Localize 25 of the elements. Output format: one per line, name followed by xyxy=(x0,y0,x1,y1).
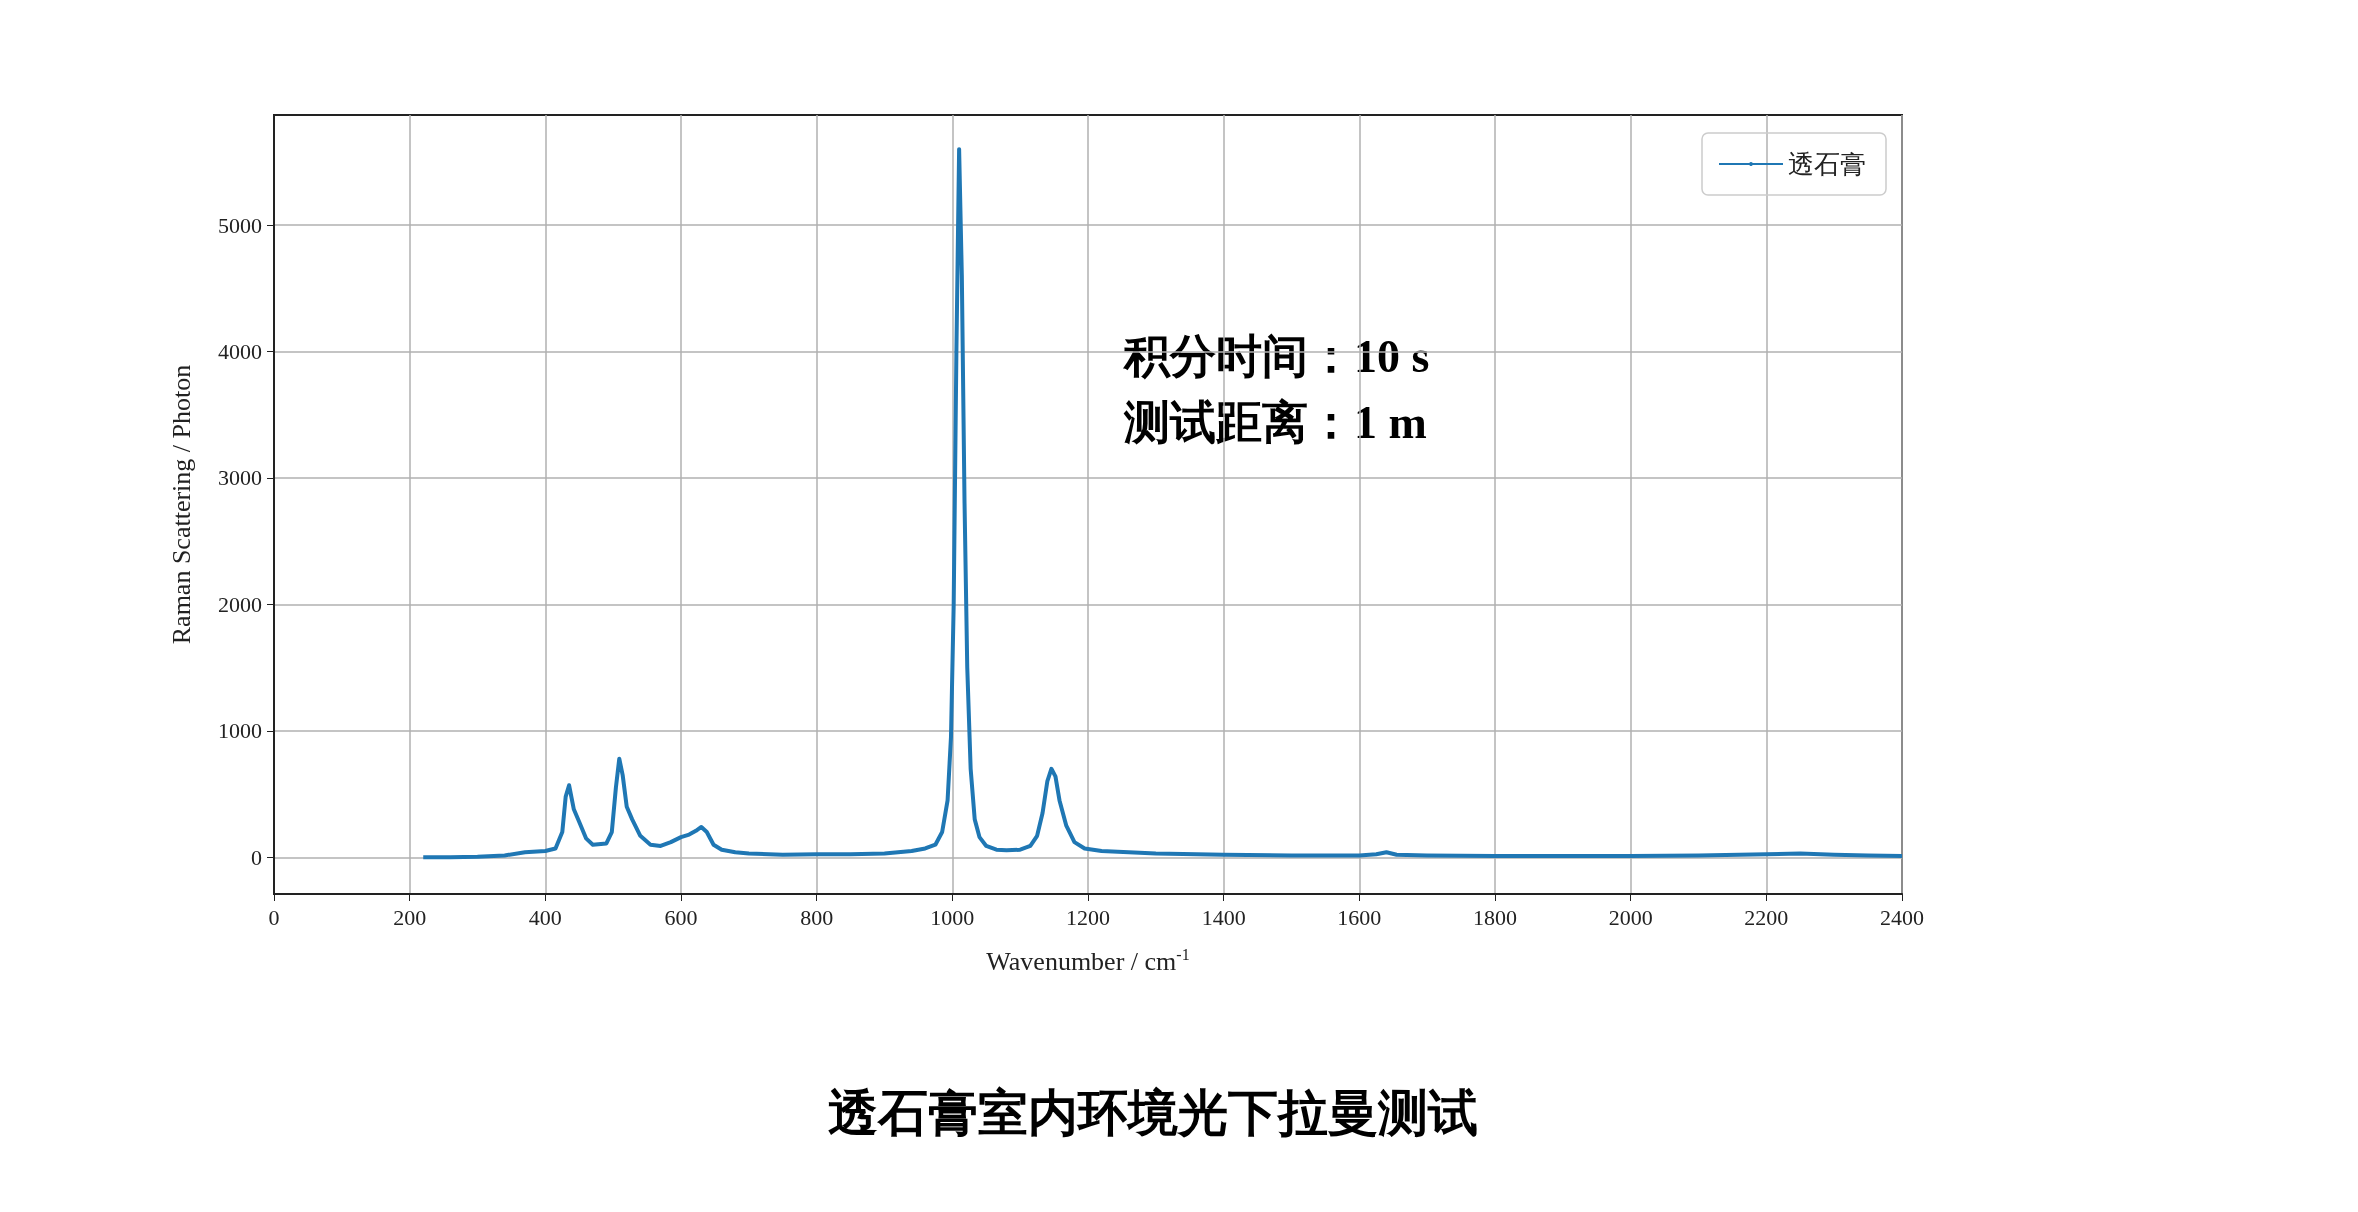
x-tick-label: 600 xyxy=(664,904,698,930)
x-tick-label: 800 xyxy=(800,904,834,930)
line-series xyxy=(421,147,1904,860)
x-tick-label: 1600 xyxy=(1337,904,1382,930)
y-tick-label: 5000 xyxy=(218,212,262,238)
x-tick-label: 2400 xyxy=(1880,904,1924,930)
x-tick-label: 2200 xyxy=(1744,904,1789,930)
x-tick-label: 400 xyxy=(528,904,562,930)
x-tick-label: 2000 xyxy=(1608,904,1653,930)
text: 透石膏室内环境光下拉曼测试 xyxy=(828,1085,1478,1141)
x-tick-label: 0 xyxy=(268,904,280,930)
y-tick-label: 1000 xyxy=(218,718,262,744)
annotation: 积分时间：10 s xyxy=(1122,330,1430,382)
y-tick-label: 4000 xyxy=(218,338,262,364)
annotation: 测试距离：1 m xyxy=(1123,396,1427,448)
y-axis-title: Raman Scattering / Photon xyxy=(166,364,196,645)
x-tick-label: 1400 xyxy=(1201,904,1246,930)
x-tick-label: 200 xyxy=(393,904,427,930)
y-tick-label: 0 xyxy=(251,844,262,870)
y-tick-label: 2000 xyxy=(218,591,262,617)
x-tick-label: 1200 xyxy=(1066,904,1110,930)
y-tick-label: 3000 xyxy=(218,465,262,491)
x-tick-label: 1000 xyxy=(930,904,975,930)
x-tick-label: 1800 xyxy=(1473,904,1517,930)
legend-label: 透石膏 xyxy=(1788,149,1866,179)
